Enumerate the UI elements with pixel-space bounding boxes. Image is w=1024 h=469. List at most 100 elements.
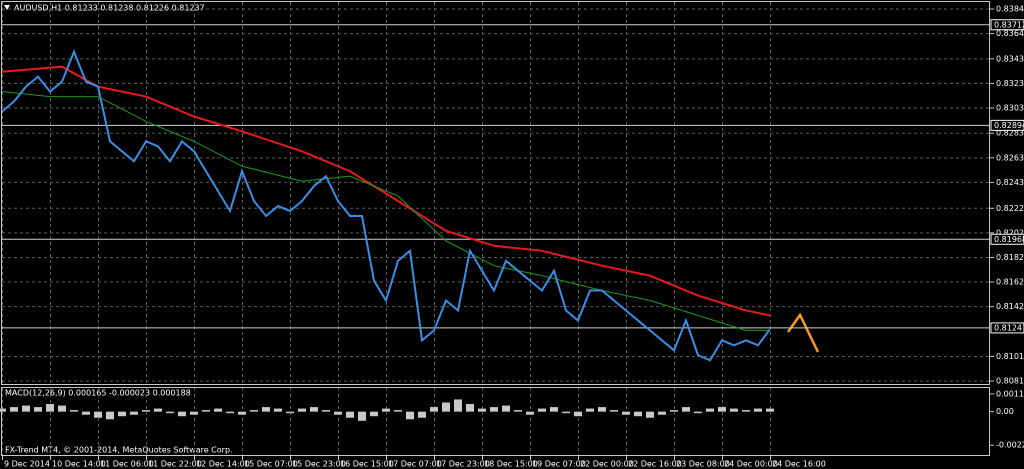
- macd-bar: [538, 408, 546, 412]
- level-label: 0.82894: [994, 121, 1024, 130]
- macd-bar: [706, 408, 714, 412]
- zigzag: [786, 312, 820, 353]
- x-tick-label: 24 Dec 00:00: [724, 460, 778, 469]
- macd-bar: [154, 408, 162, 412]
- macd-bar: [406, 411, 414, 420]
- x-tick-label: 18 Dec 15:00: [484, 460, 538, 469]
- macd-bar: [634, 411, 642, 417]
- chart-title: AUDUSD,H1 0.81233 0.81238 0.81226 0.8123…: [14, 4, 205, 13]
- macd-bar: [382, 408, 390, 412]
- macd-bar: [70, 410, 78, 412]
- x-tick-label: 19 Dec 07:00: [532, 460, 586, 469]
- macd-bar: [730, 408, 738, 412]
- level-label: 0.81968: [994, 235, 1024, 244]
- macd-bar: [502, 405, 510, 412]
- y-tick-label: 0.83235: [996, 79, 1024, 88]
- macd-bar: [490, 407, 498, 412]
- macd-bar: [358, 411, 366, 421]
- macd-bar: [346, 411, 354, 418]
- macd-bar: [610, 410, 618, 412]
- macd-bar: [694, 411, 702, 414]
- level-box: [990, 322, 1024, 334]
- x-tick-label: 22 Dec 16:00: [628, 460, 682, 469]
- price-line: [1, 49, 771, 362]
- macd-bar: [766, 408, 774, 412]
- x-tick-label: 24 Dec 16:00: [772, 460, 826, 469]
- macd-bar: [742, 410, 750, 412]
- macd-frame: [1, 387, 990, 456]
- macd-bar: [190, 411, 198, 415]
- level-box: [990, 119, 1024, 131]
- macd-bar: [106, 411, 114, 420]
- macd-bar: [430, 407, 438, 412]
- macd-bar: [94, 411, 102, 418]
- footer: FX-Trend MT4, © 2001-2014, MetaQuotes So…: [5, 446, 233, 455]
- y-tick-label: 0.83035: [996, 104, 1024, 113]
- macd-bar: [514, 410, 522, 412]
- macd-bar: [238, 411, 246, 415]
- macd-bar: [202, 410, 210, 412]
- macd-bar: [130, 411, 138, 415]
- macd-bar: [598, 407, 606, 412]
- macd-bar: [322, 410, 330, 412]
- macd-bar: [622, 411, 630, 415]
- macd-bar: [550, 407, 558, 412]
- level-box: [990, 19, 1024, 31]
- macd-bar: [658, 411, 666, 415]
- macd-bar: [478, 408, 486, 412]
- x-tick-label: 16 Dec 15:00: [340, 460, 394, 469]
- macd-bar: [226, 411, 234, 414]
- y-tick-label: -0.002200: [996, 441, 1024, 450]
- x-tick-label: 22 Dec 00:00: [580, 460, 634, 469]
- macd-bar: [46, 404, 54, 412]
- macd-bar: [298, 408, 306, 412]
- x-tick-label: 17 Dec 07:00: [388, 460, 442, 469]
- x-tick-label: 9 Dec 2014: [4, 460, 50, 469]
- y-tick-label: 0.83435: [996, 54, 1024, 63]
- macd-bar: [442, 402, 450, 412]
- macd-bar: [418, 411, 426, 418]
- macd-bar: [142, 410, 150, 412]
- level-label: 0.81247: [994, 323, 1024, 332]
- macd-bar: [718, 407, 726, 412]
- macd-bar: [118, 411, 126, 417]
- macd-bar: [754, 408, 762, 412]
- macd-bar: [670, 410, 678, 412]
- macd-bar: [682, 407, 690, 412]
- level-label: 0.83712: [994, 20, 1024, 29]
- macd-bar: [454, 399, 462, 412]
- x-tick-label: 23 Dec 08:00: [676, 460, 730, 469]
- x-tick-label: 11 Dec 22:00: [148, 460, 202, 469]
- x-tick-label: 11 Dec 06:00: [100, 460, 154, 469]
- macd-bar: [34, 407, 42, 412]
- macd-bar: [394, 410, 402, 412]
- macd-bar: [178, 411, 186, 417]
- y-tick-label: 0.00: [996, 407, 1014, 416]
- y-tick-label: 0.80815: [996, 377, 1024, 386]
- macd-bar: [526, 411, 534, 415]
- macd-bar: [22, 405, 30, 412]
- macd-bar: [370, 411, 378, 417]
- macd-title: MACD(12,26,9) 0.000165 -0.000023 0.00018…: [5, 389, 191, 398]
- macd-bar: [250, 410, 258, 412]
- macd-bar: [262, 407, 270, 412]
- y-tick-label: 0.001163: [996, 389, 1024, 398]
- x-tick-label: 12 Dec 14:00: [196, 460, 250, 469]
- macd-bar: [214, 408, 222, 412]
- level-box: [990, 233, 1024, 245]
- macd-bar: [58, 405, 66, 412]
- macd-bar: [82, 411, 90, 415]
- macd-bar: [466, 404, 474, 412]
- macd-bar: [574, 411, 582, 417]
